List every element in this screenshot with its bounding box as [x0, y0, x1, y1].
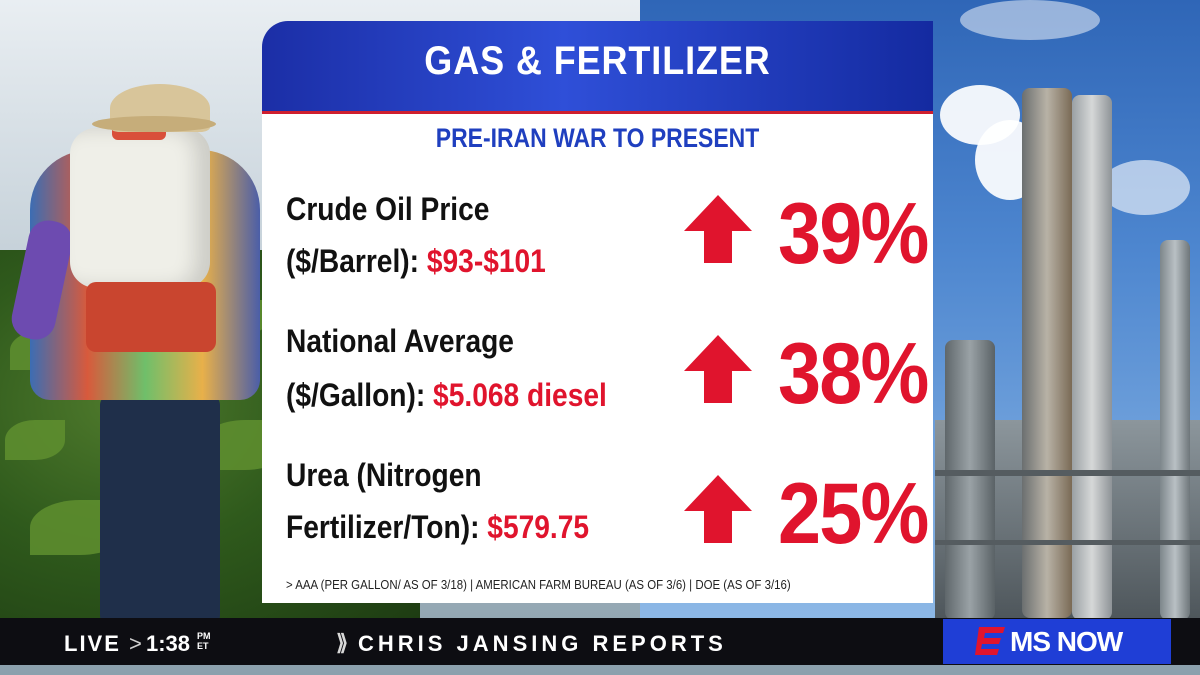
up-arrow-icon [684, 335, 752, 403]
refinery-tower [1072, 95, 1112, 620]
card-body [262, 111, 933, 603]
chevron-right-icon: > [129, 631, 142, 656]
row-urea-label: Urea (Nitrogen [286, 457, 482, 493]
sprayer-engine [86, 282, 216, 352]
source-citation: > AAA (PER GALLON/ AS OF 3/18) | AMERICA… [286, 577, 791, 592]
row-urea-price: $579.75 [487, 509, 590, 545]
refinery-pipe [935, 540, 1200, 545]
leaf [5, 420, 65, 460]
row-crude-oil-label: Crude Oil Price [286, 191, 490, 227]
network-logo-text: MS NOW [1010, 626, 1123, 657]
row-urea-change: 25% [778, 466, 929, 562]
farmer-hat-brim [92, 116, 216, 132]
sprayer-tank [70, 128, 210, 288]
row-crude-oil-change: 39% [778, 186, 929, 282]
card-header: GAS & FERTILIZER [262, 21, 933, 111]
row-urea-detail: Fertilizer/Ton): $579.75 [286, 509, 589, 546]
show-chevron-icon: ⟫ [336, 630, 349, 655]
row-national-average-change: 38% [778, 326, 929, 422]
row-national-average-detail: ($/Gallon): $5.068 diesel [286, 377, 607, 414]
info-card: GAS & FERTILIZER PRE-IRAN WAR TO PRESENT… [262, 21, 933, 603]
up-arrow-icon [684, 195, 752, 263]
refinery-tower [945, 340, 995, 620]
cloud [1100, 160, 1190, 215]
header-divider [262, 111, 933, 114]
time-ampm: PM [197, 631, 211, 641]
time-period: PM ET [197, 631, 211, 651]
refinery-tower [1160, 240, 1190, 620]
up-arrow-icon [684, 475, 752, 543]
card-subtitle: PRE-IRAN WAR TO PRESENT [435, 123, 760, 153]
cloud [960, 0, 1100, 40]
row-national-average-label: National Average [286, 323, 514, 359]
row-urea-unit: Fertilizer/Ton): [286, 509, 480, 545]
time-zone: ET [197, 641, 209, 651]
row-national-average-unit: ($/Gallon): [286, 377, 426, 413]
refinery-tower [1022, 88, 1072, 618]
ms-now-logo-icon [975, 627, 1005, 655]
show-title: CHRIS JANSING REPORTS [358, 631, 727, 656]
live-indicator: LIVE [64, 631, 121, 656]
farmer-legs [100, 395, 220, 625]
row-national-average-price: $5.068 diesel [433, 377, 607, 413]
broadcast-time: 1:38 [146, 631, 191, 656]
row-crude-oil-price: $93-$101 [426, 243, 546, 279]
row-crude-oil-unit: ($/Barrel): [286, 243, 420, 279]
card-title: GAS & FERTILIZER [424, 39, 771, 83]
refinery-pipe [935, 470, 1200, 476]
row-crude-oil-detail: ($/Barrel): $93-$101 [286, 243, 546, 280]
